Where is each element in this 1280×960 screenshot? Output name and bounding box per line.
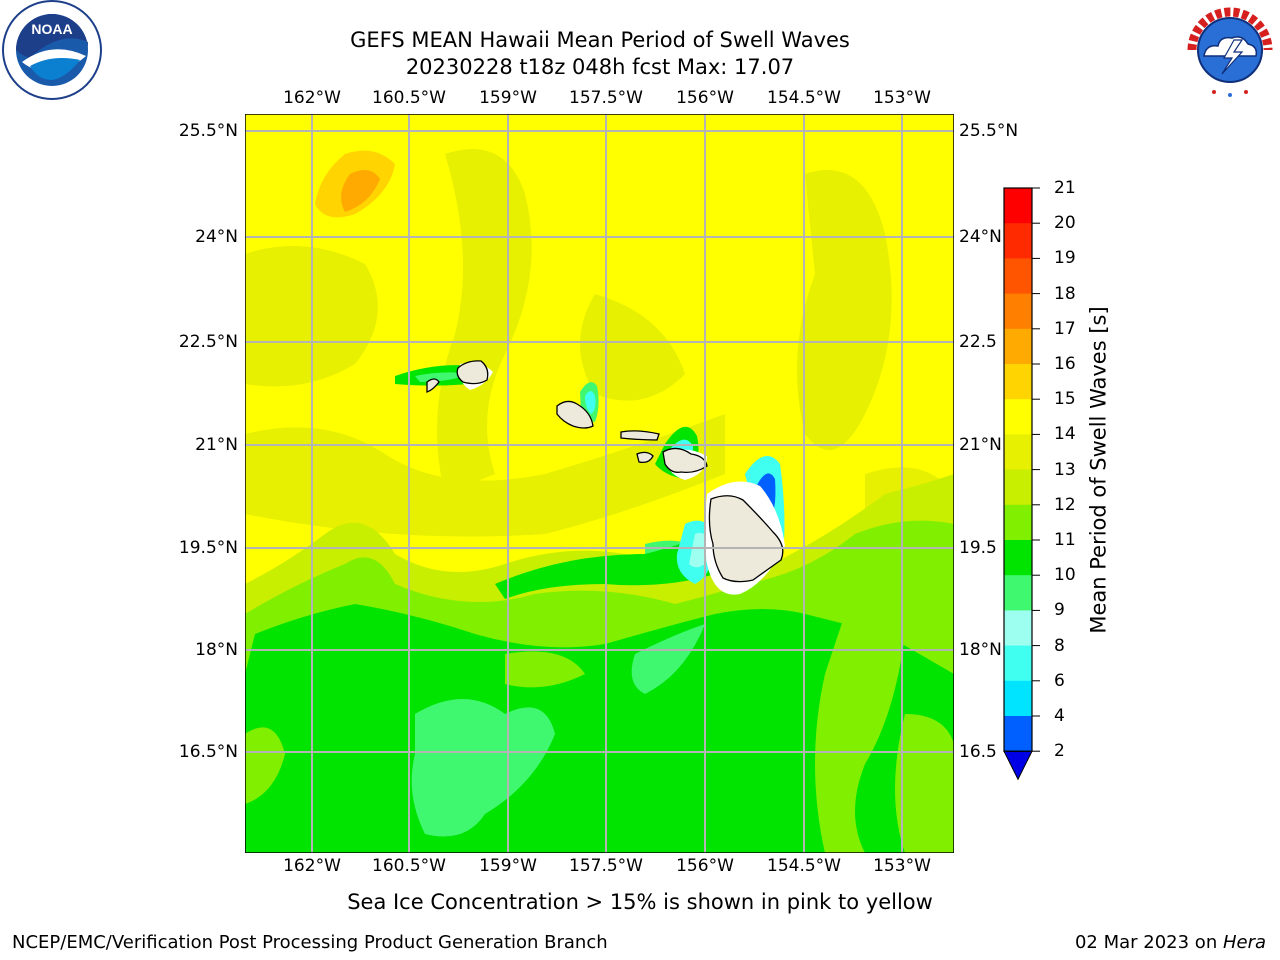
- lat-tick-right: 22.5: [959, 332, 997, 352]
- islands: [426, 360, 784, 583]
- lat-tick-left: 24°N: [195, 227, 238, 247]
- lat-tick-right: 18°N: [959, 640, 1002, 660]
- colorbar-segment: [1004, 223, 1032, 259]
- lon-tick-bottom: 156°W: [676, 856, 734, 876]
- colorbar-tick-label: 6: [1054, 670, 1065, 691]
- lon-tick-bottom: 153°W: [873, 856, 931, 876]
- molokai: [620, 430, 660, 441]
- colorbar-segment: [1004, 188, 1032, 224]
- colorbar-tick-label: 17: [1054, 318, 1076, 339]
- lat-tick-left: 25.5°N: [178, 121, 238, 141]
- colorbar-tick-label: 20: [1054, 213, 1076, 234]
- colorbar-tick-label: 14: [1054, 424, 1076, 445]
- lon-tick-bottom: 162°W: [283, 856, 341, 876]
- colorbar-tick-label: 21: [1054, 178, 1076, 198]
- lat-tick-right: 25.5°N: [959, 121, 1019, 141]
- big-island: [708, 495, 784, 583]
- oahu: [556, 400, 594, 429]
- map-subtitle: 20230228 t18z 048h fcst Max: 17.07: [405, 55, 795, 79]
- lon-tick-top: 154.5°W: [767, 88, 841, 108]
- colorbar-segment: [1004, 434, 1032, 471]
- colorbar-segment: [1004, 504, 1032, 541]
- lon-tick-top: 159°W: [479, 88, 537, 108]
- colorbar-extend-arrow: [1003, 750, 1033, 781]
- lon-tick-bottom: 160.5°W: [372, 856, 446, 876]
- colorbar-tick-label: 2: [1054, 741, 1065, 762]
- lat-tick-left: 18°N: [195, 640, 238, 660]
- sea-ice-caption: Sea Ice Concentration > 15% is shown in …: [347, 890, 933, 914]
- swell-period-map: [245, 114, 954, 853]
- colorbar-tick-label: 18: [1054, 283, 1076, 304]
- lat-tick-left: 21°N: [195, 435, 238, 455]
- lon-tick-bottom: 154.5°W: [767, 856, 841, 876]
- lon-tick-top: 160.5°W: [372, 88, 446, 108]
- lat-tick-left: 22.5°N: [178, 332, 238, 352]
- footer-host: Hera: [1222, 932, 1266, 953]
- colorbar-segment: [1004, 680, 1032, 717]
- nws-logo: [1183, 3, 1277, 97]
- noaa-logo: NOAA: [2, 0, 102, 100]
- colorbar-tick-label: 8: [1054, 635, 1065, 656]
- colorbar-segment: [1004, 575, 1032, 611]
- lon-tick-top: 156°W: [676, 88, 734, 108]
- colorbar-segment: [1004, 469, 1032, 506]
- colorbar-tick-label: 4: [1054, 706, 1065, 726]
- colorbar-segment: [1004, 293, 1032, 330]
- colorbar-segment: [1004, 399, 1032, 435]
- map-title: GEFS MEAN Hawaii Mean Period of Swell Wa…: [350, 28, 850, 52]
- graticule: [245, 114, 954, 853]
- lat-tick-right: 21°N: [959, 435, 1002, 455]
- footer-branch: NCEP/EMC/Verification Post Processing Pr…: [12, 932, 608, 953]
- colorbar-tick-label: 16: [1054, 354, 1076, 374]
- lat-tick-right: 19.5: [959, 538, 997, 558]
- lon-tick-top: 162°W: [283, 88, 341, 108]
- footer-date-text: 02 Mar 2023 on: [1074, 932, 1223, 953]
- niihau: [426, 378, 440, 393]
- lanai: [636, 451, 654, 464]
- kauai: [456, 360, 489, 385]
- colorbar-tick-label: 15: [1054, 389, 1076, 410]
- colorbar-segment: [1004, 716, 1032, 752]
- colorbar-tick-label: 13: [1054, 459, 1076, 480]
- lon-tick-top: 157.5°W: [569, 88, 643, 108]
- colorbar-segment: [1004, 540, 1032, 576]
- maui: [662, 447, 708, 474]
- footer-date: 02 Mar 2023 on Hera: [1075, 932, 1266, 953]
- colorbar-tick-label: 10: [1054, 565, 1076, 586]
- colorbar-tick-label: 9: [1054, 600, 1065, 621]
- field-11-12-lumps: [245, 607, 954, 853]
- colorbar: [1003, 187, 1040, 781]
- colorbar-tick-label: 11: [1054, 530, 1076, 550]
- colorbar-tick-label: 19: [1054, 248, 1076, 269]
- lat-tick-right: 24°N: [959, 227, 1002, 247]
- lon-tick-bottom: 159°W: [479, 856, 537, 876]
- colorbar-segment: [1004, 610, 1032, 647]
- colorbar-segment: [1004, 645, 1032, 682]
- colorbar-segment: [1004, 258, 1032, 295]
- lat-tick-left: 16.5°N: [178, 742, 238, 762]
- noaa-logo-text: NOAA: [31, 21, 72, 37]
- colorbar-tick-label: 12: [1054, 494, 1076, 515]
- colorbar-segment: [1004, 328, 1032, 365]
- colorbar-label: Mean Period of Swell Waves [s]: [1086, 306, 1111, 634]
- field-15-16-patch: [315, 150, 395, 218]
- colorbar-segment: [1004, 364, 1032, 400]
- lat-tick-right: 16.5: [959, 742, 997, 762]
- lon-tick-top: 153°W: [873, 88, 931, 108]
- lat-tick-left: 19.5°N: [178, 538, 238, 558]
- lon-tick-bottom: 157.5°W: [569, 856, 643, 876]
